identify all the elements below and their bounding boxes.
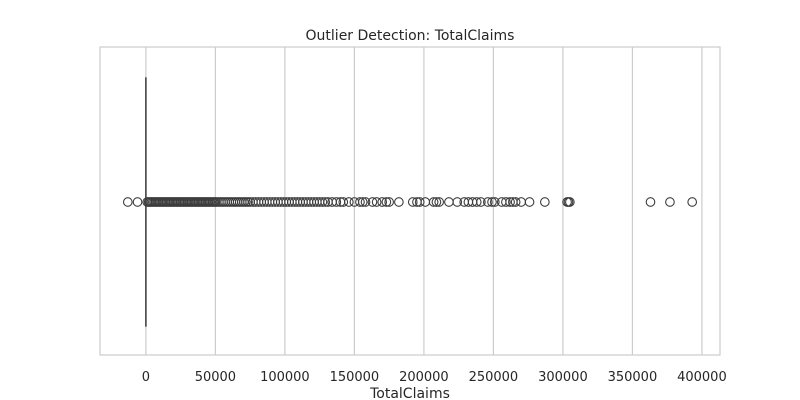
- outlier-point: [357, 197, 368, 207]
- outlier-point: [539, 197, 550, 207]
- tick-layer: 0 50000 100000 150000 200000 250000 300000 3500…: [142, 370, 727, 385]
- x-tick-label: 200000: [399, 370, 449, 385]
- outlier-point: [489, 197, 500, 207]
- outlier-point: [565, 197, 575, 207]
- plot-frame: [99, 46, 721, 356]
- outlier-point: [360, 197, 371, 207]
- outlier-point: [394, 197, 404, 207]
- outlier-point: [132, 197, 143, 207]
- x-tick-label: 300000: [538, 370, 588, 385]
- x-tick-label: 100000: [260, 370, 310, 385]
- outlier-point: [381, 197, 392, 207]
- outlier-point: [420, 197, 431, 207]
- outlier-point: [501, 197, 511, 207]
- outlier-point: [355, 197, 365, 207]
- outlier-point: [524, 197, 535, 207]
- outlier-point: [338, 197, 349, 207]
- outlier-point: [331, 197, 342, 207]
- outlier-point: [371, 197, 382, 207]
- outlier-point: [452, 197, 463, 207]
- outlier-point: [434, 197, 445, 207]
- x-tick-label: 0: [142, 370, 150, 385]
- x-tick-label: 400000: [677, 370, 727, 385]
- outlier-point: [431, 197, 442, 207]
- outlier-point: [645, 197, 656, 207]
- outlier-point: [482, 197, 493, 207]
- outlier-point: [505, 197, 515, 207]
- outlier-point: [687, 197, 698, 207]
- outlier-point: [510, 197, 521, 207]
- outlier-point: [414, 197, 425, 207]
- outlier-point: [476, 197, 486, 207]
- x-tick-label: 250000: [469, 370, 519, 385]
- outlier-point: [487, 197, 497, 207]
- outlier-point: [367, 197, 378, 207]
- x-tick-label: 150000: [330, 370, 380, 385]
- outlier-layer: [122, 197, 698, 207]
- outlier-point: [665, 197, 675, 207]
- outlier-point: [320, 197, 331, 207]
- outlier-point: [122, 197, 133, 207]
- chart-title: Outlier Detection: TotalClaims: [306, 28, 515, 44]
- outlier-point: [317, 197, 328, 207]
- outlier-point: [471, 197, 482, 207]
- outlier-point: [343, 197, 354, 207]
- outlier-point: [384, 197, 394, 207]
- outlier-point: [377, 197, 388, 207]
- outlier-point: [428, 197, 439, 207]
- x-axis-label: TotalClaims: [369, 386, 450, 400]
- outlier-point: [407, 197, 418, 207]
- outlier-point: [516, 197, 527, 207]
- x-tick-label: 50000: [195, 370, 236, 385]
- outlier-point: [444, 197, 454, 207]
- x-tick-label: 350000: [608, 370, 658, 385]
